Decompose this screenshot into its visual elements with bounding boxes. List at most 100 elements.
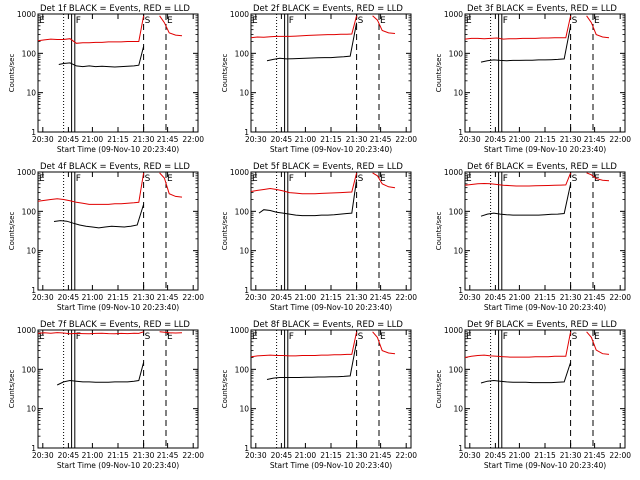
y-axis-title: Counts/sec	[221, 212, 229, 251]
event-marker-label: F	[503, 174, 508, 184]
y-axis-title: Counts/sec	[435, 54, 443, 93]
panel-3: Det 3f BLACK = Events, RED = LLD 1 10 100 10…	[435, 4, 631, 154]
x-tick-label: 21:30	[560, 451, 582, 460]
x-tick-label: 22:00	[395, 293, 417, 302]
series-lld-line	[372, 172, 396, 189]
x-tick-label: 21:30	[133, 451, 155, 460]
x-tick-label: 20:30	[245, 293, 267, 302]
series-lld-line	[586, 331, 610, 355]
series-events-line	[266, 341, 358, 380]
event-marker-label: E	[252, 174, 258, 184]
y-tick-label: 1	[31, 128, 36, 137]
x-tick-label: 21:45	[584, 135, 606, 144]
y-tick-label: 10	[453, 247, 463, 256]
x-tick-label: 22:00	[609, 293, 631, 302]
plot-frame	[37, 171, 199, 291]
event-marker-label: S	[358, 332, 364, 342]
series-events-line	[56, 362, 145, 386]
event-marker-label: F	[289, 174, 294, 184]
x-tick-label: 21:15	[320, 135, 342, 144]
event-marker-label: E	[380, 16, 386, 26]
series-lld-line	[586, 172, 610, 182]
event-marker-label: S	[572, 174, 578, 184]
event-marker-label: E	[252, 16, 258, 26]
y-tick-label: 100	[235, 207, 250, 216]
y-axis-title: Counts/sec	[435, 212, 443, 251]
x-tick-label: 21:30	[346, 135, 368, 144]
x-tick-label: 21:30	[133, 293, 155, 302]
panel-1: Det 1f BLACK = Events, RED = LLD 1 10 100 10…	[8, 4, 204, 154]
panel-title: Det 2f BLACK = Events, RED = LLD	[253, 4, 403, 14]
y-tick-label: 1000	[230, 168, 249, 177]
x-tick-label: 21:45	[370, 451, 392, 460]
event-marker-label: E	[380, 332, 386, 342]
series-lld-line	[464, 15, 572, 40]
series-events-line	[480, 183, 572, 217]
series-lld-line	[159, 15, 183, 37]
x-tick-label: 21:00	[82, 451, 104, 460]
event-marker-label: S	[572, 332, 578, 342]
panel-title: Det 3f BLACK = Events, RED = LLD	[467, 4, 617, 14]
event-marker-label: F	[76, 332, 81, 342]
x-tick-label: 20:30	[245, 135, 267, 144]
y-tick-label: 1000	[230, 326, 249, 335]
y-axis-title: Counts/sec	[221, 54, 229, 93]
x-tick-label: 21:15	[320, 293, 342, 302]
y-axis-title: Counts/sec	[8, 370, 16, 409]
series-lld-line	[37, 172, 145, 205]
x-axis-title: Start Time (09-Nov-10 20:23:40)	[57, 145, 179, 154]
event-marker-label: E	[466, 332, 472, 342]
y-tick-label: 1	[244, 444, 249, 453]
x-tick-label: 20:30	[459, 293, 481, 302]
y-tick-label: 100	[449, 207, 464, 216]
series-lld-line	[464, 172, 572, 187]
x-tick-label: 22:00	[182, 135, 204, 144]
event-marker-label: E	[466, 174, 472, 184]
y-tick-label: 10	[26, 89, 36, 98]
series-events-line	[53, 204, 145, 229]
x-tick-label: 21:00	[295, 135, 317, 144]
x-tick-label: 20:30	[245, 451, 267, 460]
panel-title: Det 8f BLACK = Events, RED = LLD	[253, 320, 403, 330]
y-tick-label: 100	[235, 365, 250, 374]
panel-7: Det 7f BLACK = Events, RED = LLD 1 10 100 10…	[8, 320, 204, 470]
x-tick-label: 21:00	[82, 135, 104, 144]
series-lld-line	[464, 331, 572, 358]
series-events-line	[480, 362, 572, 384]
event-marker-label: E	[252, 332, 258, 342]
series-lld-line	[37, 15, 145, 44]
y-tick-label: 100	[449, 365, 464, 374]
x-tick-label: 21:15	[107, 451, 129, 460]
x-tick-label: 22:00	[395, 451, 417, 460]
x-tick-label: 20:45	[485, 293, 507, 302]
y-tick-label: 10	[26, 247, 36, 256]
y-tick-label: 10	[239, 247, 249, 256]
y-tick-label: 100	[235, 49, 250, 58]
x-tick-label: 21:00	[509, 293, 531, 302]
plot-frame	[464, 13, 626, 133]
plot-frame	[37, 329, 199, 449]
y-tick-label: 100	[22, 365, 37, 374]
x-axis-title: Start Time (09-Nov-10 20:23:40)	[270, 145, 392, 154]
y-tick-label: 10	[26, 405, 36, 414]
x-tick-label: 20:45	[271, 451, 293, 460]
x-tick-label: 20:30	[32, 451, 54, 460]
x-tick-label: 22:00	[182, 293, 204, 302]
x-tick-label: 21:15	[107, 293, 129, 302]
y-tick-label: 10	[453, 89, 463, 98]
series-events-line	[266, 22, 358, 62]
series-lld-line	[250, 15, 358, 39]
x-axis-title: Start Time (09-Nov-10 20:23:40)	[57, 303, 179, 312]
y-axis-title: Counts/sec	[435, 370, 443, 409]
event-marker-label: E	[167, 332, 173, 342]
panel-title: Det 7f BLACK = Events, RED = LLD	[40, 320, 190, 330]
event-marker-label: E	[39, 16, 45, 26]
y-tick-label: 1	[458, 444, 463, 453]
event-marker-label: E	[39, 174, 45, 184]
event-marker-label: E	[594, 332, 600, 342]
y-tick-label: 10	[453, 405, 463, 414]
plot-frame	[464, 171, 626, 291]
y-axis-title: Counts/sec	[8, 54, 16, 93]
event-marker-label: S	[358, 16, 364, 26]
